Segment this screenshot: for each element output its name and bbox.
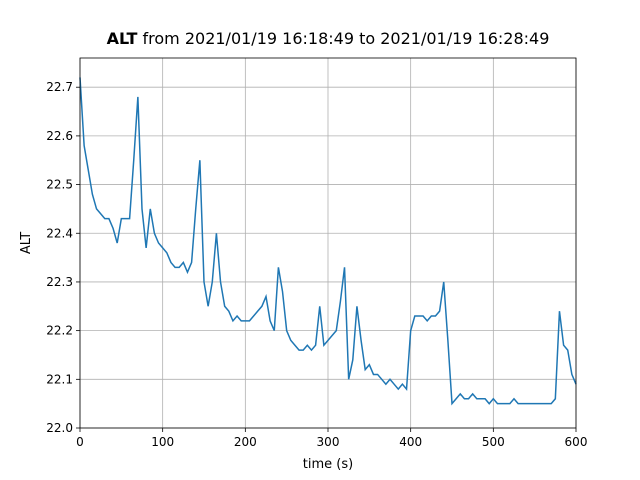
x-tick-label: 400 — [399, 435, 422, 449]
title-bold: ALT — [107, 29, 138, 48]
y-tick-label: 22.3 — [46, 275, 73, 289]
y-tick-label: 22.2 — [46, 324, 73, 338]
y-tick-label: 22.0 — [46, 421, 73, 435]
x-tick-label: 100 — [151, 435, 174, 449]
data-line — [79, 77, 577, 406]
chart-title: ALT from 2021/01/19 16:18:49 to 2021/01/… — [107, 29, 550, 48]
y-tick-label: 22.5 — [46, 178, 73, 192]
x-tick-label: 0 — [76, 435, 84, 449]
x-tick-label: 300 — [317, 435, 340, 449]
y-tick-label: 22.7 — [46, 80, 73, 94]
plot-frame — [79, 57, 577, 429]
y-axis-label: ALT — [19, 232, 34, 254]
x-tick-label: 500 — [482, 435, 505, 449]
x-tick-label: 600 — [565, 435, 588, 449]
x-tick-label: 200 — [234, 435, 257, 449]
x-axis-label: time (s) — [303, 457, 353, 472]
y-tick-label: 22.4 — [46, 226, 73, 240]
title-text: from 2021/01/19 16:18:49 to 2021/01/19 1… — [143, 29, 550, 48]
y-tick-label: 22.1 — [46, 372, 73, 386]
y-tick-label: 22.6 — [46, 129, 73, 143]
